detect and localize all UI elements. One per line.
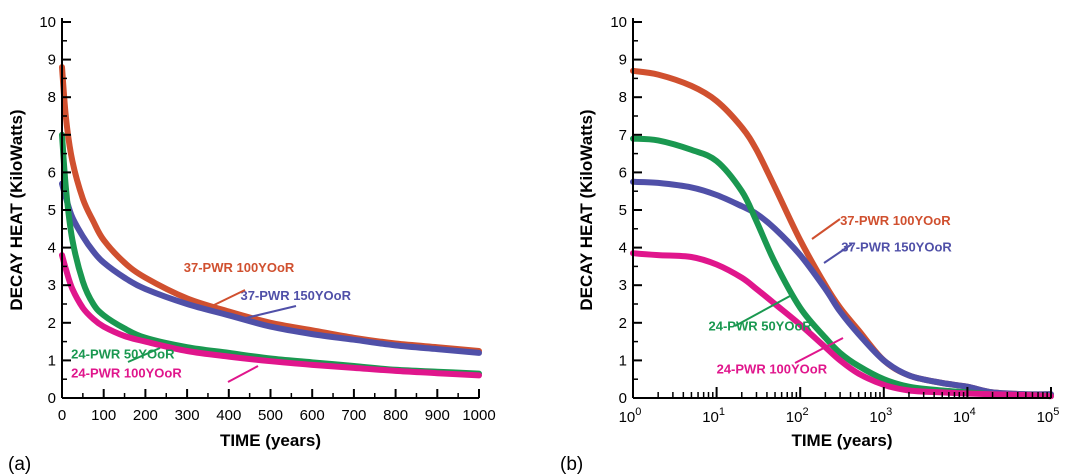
- panel-a-x-tick-label: 500: [258, 407, 283, 424]
- panel-b-y-tick-label: 9: [619, 52, 627, 69]
- panel-b-y-tick-label: 6: [619, 164, 627, 181]
- panel-b-series-label-1: 37-PWR 150YOoR: [841, 239, 952, 254]
- panel-a-y-tick-label: 0: [48, 390, 56, 407]
- panel-a-x-tick-label: 400: [216, 407, 241, 424]
- panel-a-panel-label: (a): [8, 454, 31, 475]
- label-leader-line-5: [823, 243, 853, 264]
- panel-b-y-tick-label: 3: [619, 277, 627, 294]
- panel-b-x-tick-label: 104: [953, 406, 976, 426]
- panel-a-series-line-3: [59, 252, 482, 379]
- panel-b-x-tick-label: 105: [1037, 406, 1060, 426]
- panel-a-y-tick-label: 5: [48, 202, 56, 219]
- panel-a-series-label-2: 24-PWR 50YOoR: [71, 347, 175, 362]
- panel-b-series-label-0: 37-PWR 100YOoR: [840, 213, 951, 228]
- panel-b-y-axis-title: DECAY HEAT (KiloWatts): [577, 109, 596, 310]
- panel-a-y-tick-label: 6: [48, 164, 56, 181]
- panel-a-y-tick-label: 3: [48, 277, 56, 294]
- panel-b-x-axis-title: TIME (years): [791, 431, 892, 450]
- panel-a-series-label-1: 37-PWR 150YOoR: [240, 288, 351, 303]
- panel-a-y-tick-label: 10: [39, 14, 56, 31]
- panel-b-x-tick-label: 102: [786, 406, 809, 426]
- panel-a-x-tick-label: 200: [133, 407, 158, 424]
- panel-b-y-tick-label: 10: [610, 14, 627, 31]
- chart-panel-b: 0 1 2 3 4 5 6 7 8 9 10 100 101 102 103 104 105 TIME (year…: [560, 14, 1059, 475]
- panel-a-x-axis-title: TIME (years): [220, 431, 321, 450]
- panel-b-series-line-2: [630, 135, 1054, 400]
- panel-a-x-tick-label: 300: [175, 407, 200, 424]
- panel-b-y-tick-label: 4: [619, 240, 627, 257]
- panel-a-x-tick-label: 600: [300, 407, 325, 424]
- label-leader-line-4: [811, 218, 841, 240]
- panel-a-series-label-3: 24-PWR 100YOoR: [71, 365, 182, 380]
- panel-b-series-label-2: 24-PWR 50YOoR: [708, 318, 812, 333]
- panel-a-y-tick-label: 1: [48, 352, 56, 369]
- panel-a-x-tick-label: 100: [91, 407, 116, 424]
- panel-a-y-tick-label: 7: [48, 127, 56, 144]
- label-leader-line-2: [127, 347, 161, 363]
- panel-b-y-tick-label: 1: [619, 352, 627, 369]
- panel-b-series-line-3: [630, 250, 1054, 400]
- panel-a-y-tick-label: 2: [48, 315, 56, 332]
- panel-a-series-line-0: [59, 64, 482, 354]
- panel-a-x-tick-label: 1000: [462, 407, 495, 424]
- panel-b-x-tick-label: 103: [869, 406, 892, 426]
- label-leader-line-0: [211, 289, 246, 307]
- panel-b-x-tick-label: 101: [702, 406, 725, 426]
- panel-b-y-tick-label: 2: [619, 315, 627, 332]
- label-leader-line-1: [245, 305, 297, 319]
- panel-b-panel-label: (b): [560, 454, 583, 475]
- panel-a-y-tick-label: 4: [48, 240, 56, 257]
- panel-b-y-tick-label: 8: [619, 89, 627, 106]
- panel-b-series-line-0: [630, 67, 1054, 398]
- panel-b-y-tick-label: 7: [619, 127, 627, 144]
- label-leader-line-6: [734, 295, 791, 327]
- panel-a-series-label-0: 37-PWR 100YOoR: [184, 260, 295, 275]
- panel-a-x-tick-label: 0: [58, 407, 66, 424]
- panel-b-y-tick-label: 0: [619, 390, 627, 407]
- panel-a-x-tick-label: 900: [425, 407, 450, 424]
- label-leader-line-3: [227, 365, 259, 383]
- panel-a-y-tick-label: 8: [48, 89, 56, 106]
- panel-b-y-tick-label: 5: [619, 202, 627, 219]
- panel-b-x-tick-label: 100: [619, 406, 642, 426]
- panel-a-series-line-1: [59, 180, 482, 356]
- panel-a-x-tick-label: 700: [341, 407, 366, 424]
- panel-a-x-tick-label: 800: [383, 407, 408, 424]
- panel-a-y-tick-label: 9: [48, 52, 56, 69]
- panel-b-series-line-1: [630, 178, 1054, 398]
- panel-a-y-axis-title: DECAY HEAT (KiloWatts): [7, 109, 26, 310]
- panel-b-series-label-3: 24-PWR 100YOoR: [717, 362, 828, 377]
- label-leader-line-7: [794, 337, 844, 364]
